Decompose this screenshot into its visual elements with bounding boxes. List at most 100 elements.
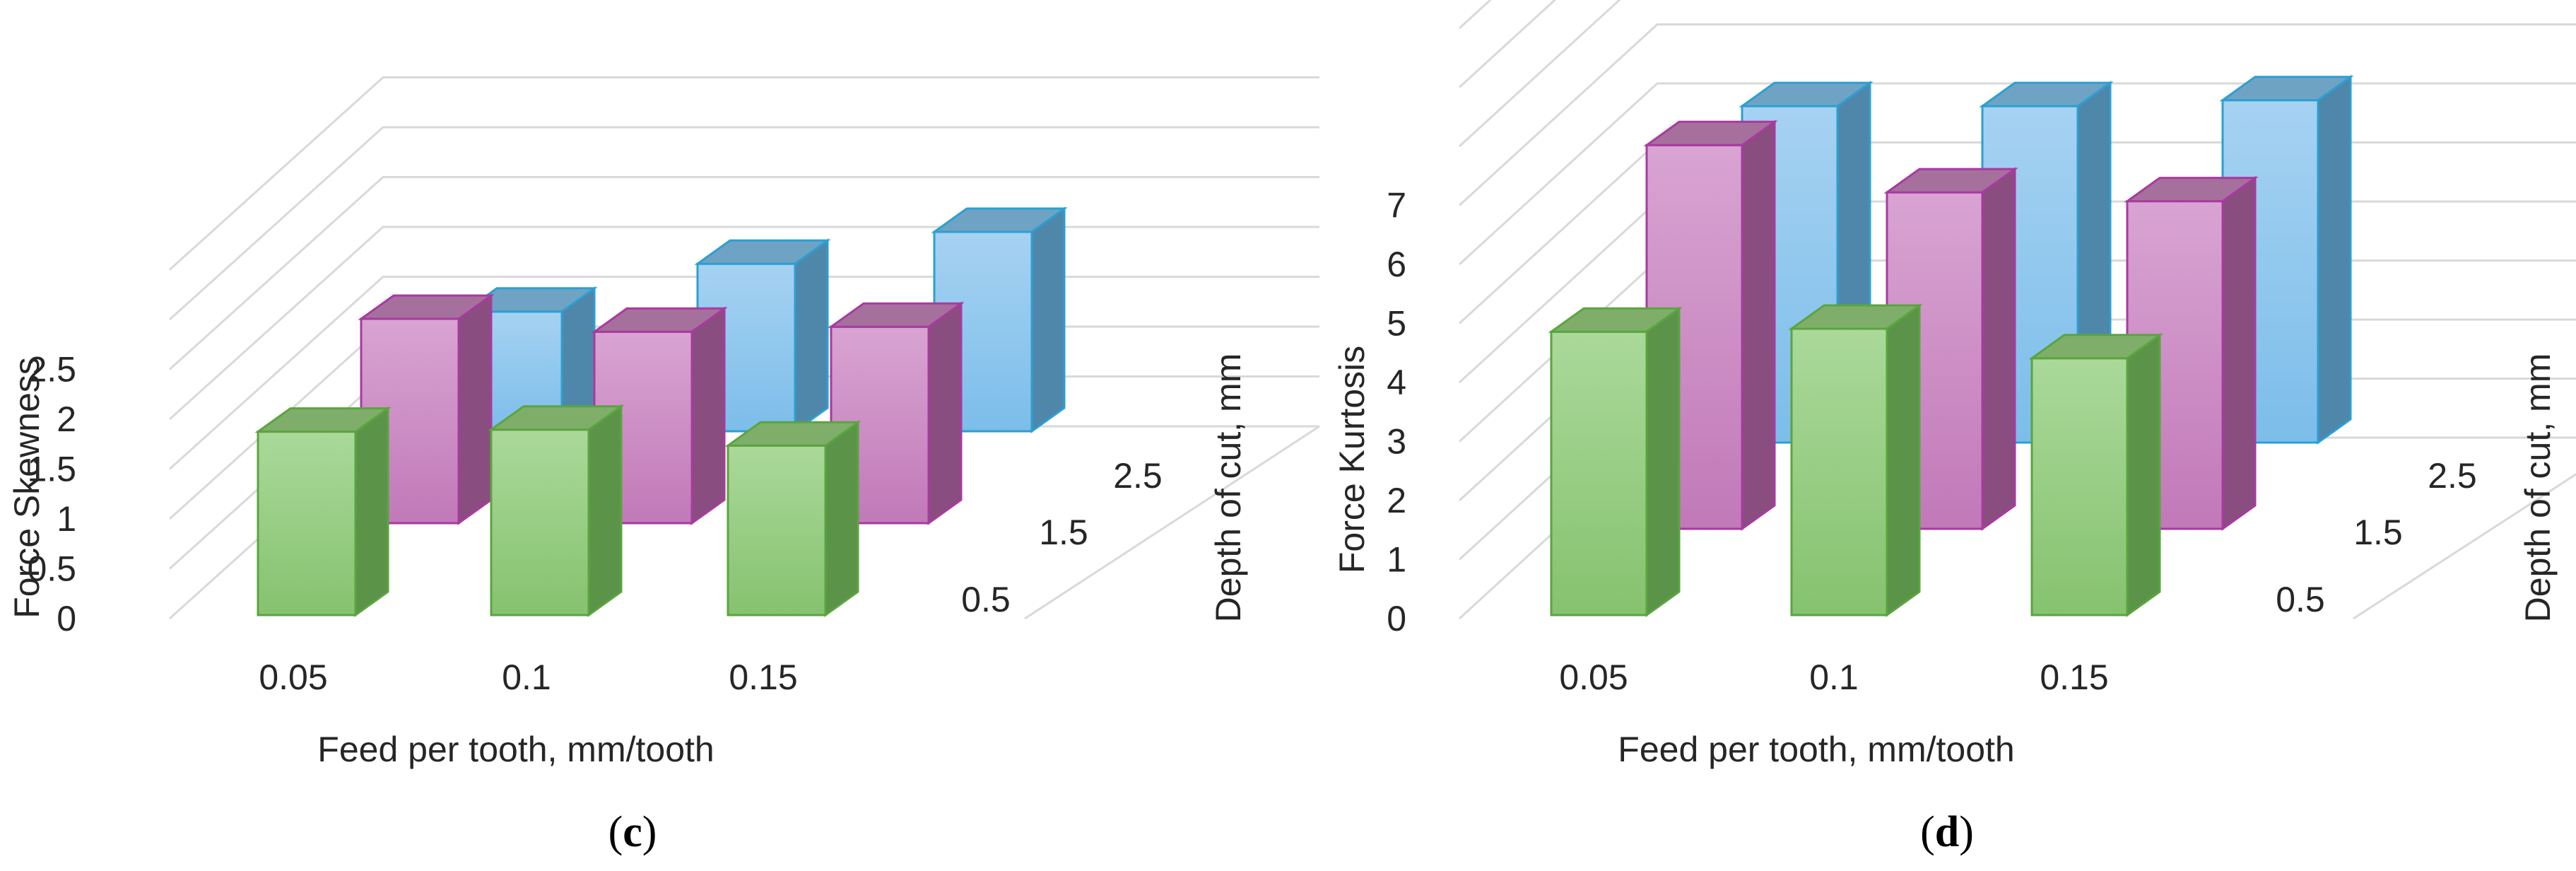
- y-tick-label: 0: [1387, 599, 1406, 638]
- gridline: [168, 176, 1319, 370]
- bars: [254, 206, 1068, 617]
- depth-axis-title: Depth of cut, mm: [2518, 353, 2558, 623]
- bar-depth-1.5-feed-0.15: [828, 301, 965, 525]
- bar-depth-0.5-feed-0.1: [1788, 303, 1923, 617]
- gridline: [1458, 23, 2576, 206]
- bar-front-face: [1550, 330, 1648, 616]
- bar-side-face: [927, 301, 963, 525]
- gridline: [1458, 0, 1557, 88]
- bar-top-face: [1548, 307, 1683, 333]
- bar-top-face: [1883, 168, 2018, 194]
- panel-letter-c: c: [623, 808, 642, 856]
- depth-tick-label: 1.5: [2353, 513, 2403, 552]
- bars: [1548, 74, 2354, 617]
- depth-tick-label: 0.5: [961, 580, 1011, 619]
- bar-top-face: [1788, 304, 1923, 330]
- y-tick-label: 6: [1387, 245, 1406, 284]
- y-tick-label: 1: [57, 499, 76, 539]
- bar-depth-0.5-feed-0.15: [2028, 332, 2163, 617]
- gridline: [1458, 0, 1621, 148]
- bar-side-face: [354, 406, 389, 617]
- y-tick-label: 2.5: [27, 350, 76, 390]
- y-tick-label: 2: [57, 399, 76, 439]
- depth-axis-title: Depth of cut, mm: [1208, 353, 1248, 623]
- bar-top-face: [724, 421, 861, 447]
- bar-side-face: [2317, 74, 2352, 445]
- bar-front-face: [2030, 357, 2129, 616]
- bar-top-face: [488, 405, 625, 431]
- y-tick-label: 4: [1387, 363, 1406, 402]
- y-axis-ticks: 0 1 2 3 4 5 6 7: [1387, 186, 1406, 639]
- bar-top-face: [254, 407, 392, 433]
- panel-letter-d: d: [1935, 808, 1959, 856]
- bar-front-face: [257, 431, 357, 616]
- bar-top-face: [694, 239, 831, 265]
- bar-top-face: [2028, 334, 2163, 360]
- depth-tick-label: 0.5: [2276, 580, 2325, 619]
- bar-depth-1.5-feed-0.15: [2124, 175, 2259, 531]
- y-tick-label: 0.5: [27, 549, 76, 589]
- x-axis-ticks: 0.05 0.1 0.15: [259, 657, 797, 697]
- x-axis-ticks: 0.05 0.1 0.15: [1559, 657, 2108, 697]
- depth-tick-label: 2.5: [1113, 456, 1163, 496]
- y-tick-label: 2: [1387, 481, 1406, 520]
- x-tick-label: 0.05: [1559, 657, 1628, 697]
- depth-tick-label: 1.5: [1039, 513, 1088, 552]
- depth-axis-ticks: 0.5 1.5 2.5: [2276, 456, 2477, 619]
- depth-axis-ticks: 0.5 1.5 2.5: [961, 456, 1163, 619]
- y-tick-label: 1: [1387, 540, 1406, 580]
- bar-side-face: [690, 306, 726, 525]
- depth-axis-line: [2353, 473, 2576, 620]
- bar-side-face: [1981, 167, 2016, 531]
- bar-side-face: [794, 238, 829, 433]
- bar-front-face: [490, 428, 590, 616]
- bar-depth-0.5-feed-0.15: [724, 420, 861, 617]
- y-tick-label: 1.5: [27, 450, 76, 489]
- y-tick-label: 3: [1387, 422, 1406, 462]
- panel-label-d: (d): [1920, 808, 1974, 856]
- y-tick-label: 7: [1387, 186, 1406, 226]
- panel-label-c: (c): [608, 808, 657, 856]
- bar-front-face: [1790, 327, 1888, 616]
- depth-axis-line: [1024, 425, 1320, 620]
- y-axis-ticks: 0 0.5 1 1.5 2 2.5: [27, 350, 76, 639]
- gridline: [168, 126, 1319, 321]
- bar-side-face: [1741, 119, 1776, 531]
- bar-top-face: [2219, 76, 2354, 102]
- x-tick-label: 0.05: [259, 657, 327, 697]
- y-axis-title: Force Skewness: [7, 357, 47, 619]
- bar-side-face: [457, 293, 493, 525]
- bar-top-face: [358, 294, 495, 320]
- bar-side-face: [2221, 175, 2257, 531]
- bar-side-face: [1645, 306, 1681, 617]
- bar-side-face: [587, 404, 623, 617]
- x-axis-title: Feed per tooth, mm/tooth: [1618, 730, 2014, 769]
- bar-top-face: [1643, 120, 1778, 146]
- bar-front-face: [727, 444, 827, 616]
- bar-top-face: [2124, 177, 2259, 203]
- y-tick-label: 5: [1387, 304, 1406, 344]
- bar-depth-0.5-feed-0.05: [1548, 306, 1683, 617]
- depth-tick-label: 2.5: [2428, 456, 2477, 496]
- bar-top-face: [931, 207, 1068, 233]
- chart-panel-d: 0 1 2 3 4 5 6 7 0.05 0.1 0.15 0.5 1.5 2.5 Force Kur…: [1332, 0, 2576, 856]
- chart-panel-c: 0 0.5 1 1.5 2 2.5 0.05 0.1 0.15 0.5 1.5 2.5 Force…: [7, 76, 1320, 856]
- bar-side-face: [824, 420, 859, 617]
- bar-side-face: [1886, 303, 1921, 617]
- x-axis-title: Feed per tooth, mm/tooth: [317, 730, 714, 769]
- bar-side-face: [2126, 332, 2161, 617]
- x-tick-label: 0.1: [502, 657, 551, 697]
- bar-top-face: [828, 302, 965, 328]
- gridline: [168, 76, 1319, 271]
- x-tick-label: 0.15: [2040, 657, 2108, 697]
- x-tick-label: 0.1: [1809, 657, 1859, 697]
- bar-top-face: [1979, 81, 2114, 107]
- bar-top-face: [1739, 81, 1874, 107]
- bar-side-face: [1030, 206, 1066, 433]
- bar-depth-0.5-feed-0.1: [488, 404, 625, 617]
- y-tick-label: 0: [57, 599, 76, 638]
- x-tick-label: 0.15: [729, 657, 797, 697]
- y-axis-title: Force Kurtosis: [1332, 346, 1372, 573]
- bar-top-face: [591, 307, 728, 333]
